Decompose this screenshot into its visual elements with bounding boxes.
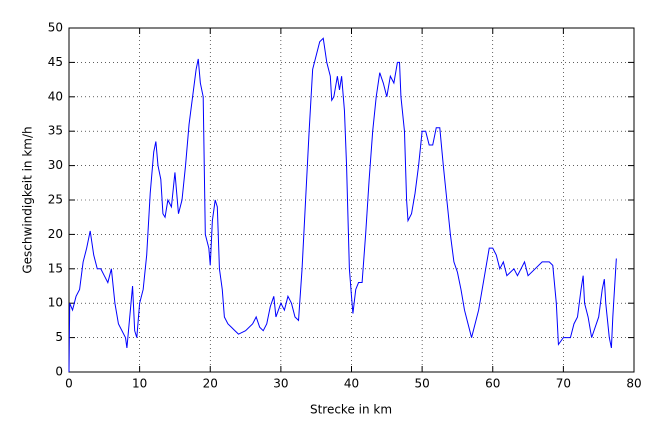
data-line	[68, 37, 617, 373]
x-tick-label: 40	[344, 377, 359, 391]
y-tick-label: 20	[48, 227, 63, 241]
x-tick-label: 70	[556, 377, 571, 391]
x-tick-label: 10	[132, 377, 147, 391]
y-tick-label: 30	[48, 158, 63, 172]
y-tick-label: 40	[48, 89, 63, 103]
y-tick-label: 15	[48, 261, 63, 275]
x-tick-label: 0	[65, 377, 73, 391]
x-tick-label: 50	[414, 377, 429, 391]
y-axis-label: Geschwindigkeit in km/h	[21, 126, 35, 273]
y-tick-label: 5	[55, 330, 63, 344]
y-tick-label: 35	[48, 124, 63, 138]
plot-frame	[68, 27, 635, 373]
y-tick-label: 10	[48, 296, 63, 310]
x-axis-label: Strecke in km	[310, 403, 392, 417]
y-tick-label: 50	[48, 21, 63, 35]
x-tick-label: 30	[273, 377, 288, 391]
x-tick-label: 60	[485, 377, 500, 391]
x-tick-label: 20	[203, 377, 218, 391]
x-tick-label: 80	[626, 377, 641, 391]
y-tick-label: 0	[55, 365, 63, 379]
y-tick-label: 25	[48, 193, 63, 207]
y-tick-label: 45	[48, 55, 63, 69]
